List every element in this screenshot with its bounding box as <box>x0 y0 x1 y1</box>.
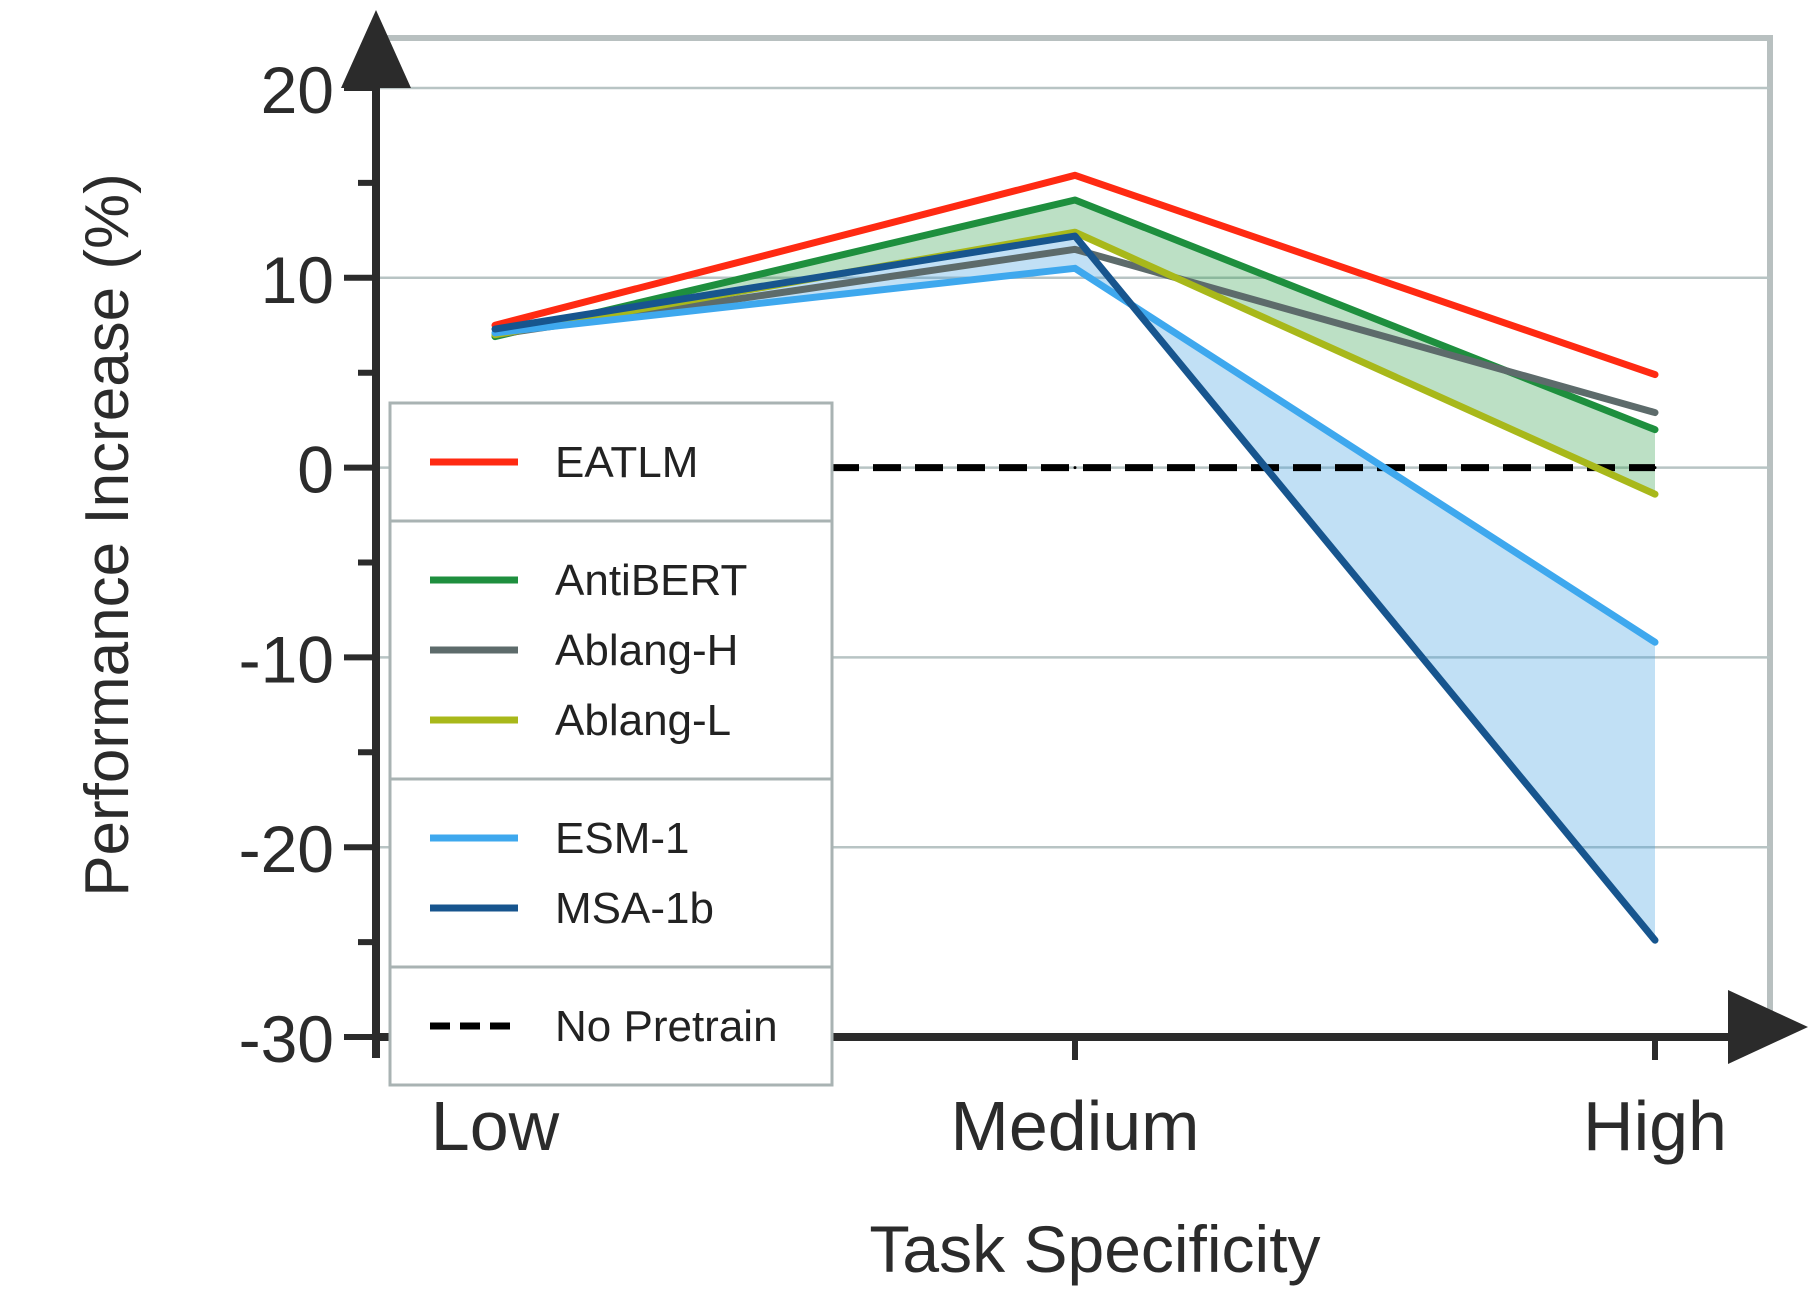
point-antibert <box>1653 428 1657 432</box>
shaded-bands <box>495 199 1655 941</box>
y-axis-ticks: 20 10 0 -10 -20 -30 <box>239 53 376 1076</box>
legend: EATLM AntiBERT Ablang-H Ablang-L ESM-1 MSA-1b… <box>388 401 834 1087</box>
band-esm-1-msa-1b <box>495 236 1655 941</box>
legend-box <box>388 401 834 1087</box>
y-tick-label: -30 <box>239 1002 334 1076</box>
y-axis-arrow <box>341 10 411 88</box>
point-eatlm <box>1653 373 1657 377</box>
plot-frame <box>376 35 1773 1030</box>
x-axis-arrow <box>1728 990 1808 1064</box>
legend-label-esm-1: ESM-1 <box>555 814 689 863</box>
point-antibert <box>1073 198 1077 202</box>
point-msa-1b <box>1073 234 1077 238</box>
point-no-pretrain <box>1073 466 1077 470</box>
y-axis-label: Performance Increase (%) <box>73 173 142 897</box>
band-antibert-ablang-l <box>495 199 1655 495</box>
legend-label-no-pretrain: No Pretrain <box>555 1002 778 1051</box>
legend-label-msa-1b: MSA-1b <box>555 884 714 933</box>
point-esm-1 <box>1653 640 1657 644</box>
legend-label-ablang-h: Ablang-H <box>555 626 738 675</box>
legend-label-eatlm: EATLM <box>555 438 698 487</box>
point-msa-1b <box>493 327 497 331</box>
point-msa-1b <box>1653 938 1657 942</box>
y-tick-label: 10 <box>261 243 334 317</box>
legend-label-antibert: AntiBERT <box>555 556 747 605</box>
point-no-pretrain <box>1653 466 1657 470</box>
y-tick-label: -20 <box>239 812 334 886</box>
y-tick-label: 20 <box>261 53 334 127</box>
legend-label-ablang-l: Ablang-L <box>555 696 731 745</box>
x-axis-label: Task Specificity <box>869 1212 1320 1286</box>
y-tick-label: 0 <box>297 433 334 507</box>
series-lines <box>491 171 1659 944</box>
point-esm-1 <box>1073 266 1077 270</box>
point-eatlm <box>1073 173 1077 177</box>
x-tick-label-medium: Medium <box>951 1087 1200 1165</box>
point-ablang-l <box>1653 492 1657 496</box>
x-tick-label-high: High <box>1583 1087 1727 1165</box>
point-ablang-h <box>1073 247 1077 251</box>
y-tick-label: -10 <box>239 622 334 696</box>
x-tick-label-low: Low <box>431 1087 560 1165</box>
x-axis-ticks: Low Medium High <box>431 1037 1727 1165</box>
point-ablang-h <box>1653 411 1657 415</box>
